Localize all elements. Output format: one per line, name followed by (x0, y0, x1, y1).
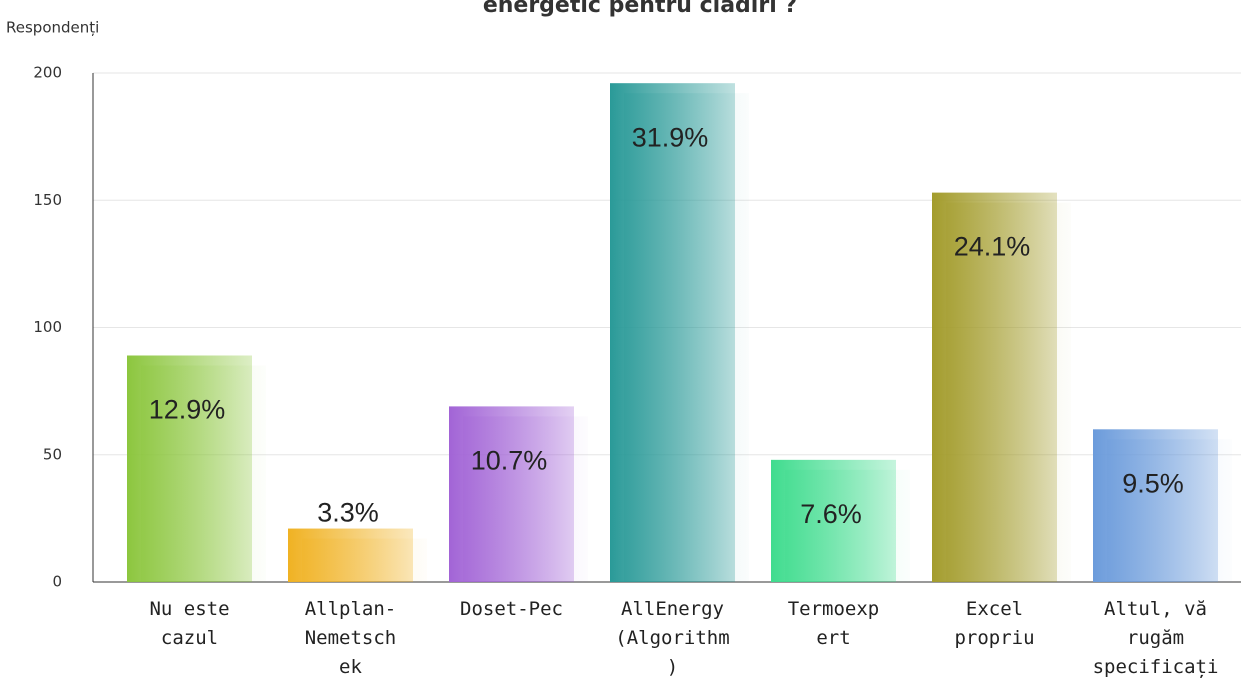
bar (771, 459, 896, 582)
data-label: 3.3% (317, 498, 379, 528)
x-tick-label-line: Doset-Pec (460, 598, 563, 620)
x-tick-label-line: specificați (1093, 656, 1219, 679)
bar (127, 355, 252, 582)
bar (288, 528, 413, 582)
x-tick-label: Nu este cazul (149, 598, 229, 649)
bar (610, 83, 735, 583)
y-tick-label: 100 (33, 318, 62, 336)
data-label: 31.9% (632, 122, 709, 152)
x-tick-label: Excel propriu (954, 598, 1034, 649)
data-label: 9.5% (1122, 468, 1184, 498)
x-tick-label-line: Nemetsch (305, 627, 397, 649)
x-tick-label: Altul, vă rugăm specificați (1093, 598, 1219, 679)
bar (449, 406, 574, 582)
x-tick-label-line: ek (339, 656, 362, 678)
x-tick-label-line: Excel (966, 598, 1023, 620)
chart-title: energetic pentru clădiri ? (483, 0, 797, 18)
y-tick-label: 150 (33, 191, 62, 209)
data-label: 24.1% (954, 232, 1031, 262)
x-tick-label-line: cazul (161, 627, 218, 649)
x-tick-label-line: ert (816, 627, 850, 649)
y-tick-label: 50 (43, 445, 62, 463)
x-tick-label: AllEnergy (Algorithm) (615, 598, 729, 678)
x-tick-label-line: ) (667, 656, 678, 678)
x-tick-label: Termoexp ert (788, 598, 880, 649)
y-tick-label: 200 (33, 64, 62, 82)
data-label: 12.9% (149, 395, 226, 425)
x-tick-label-line: Altul, vă (1104, 598, 1207, 620)
x-tick-label: Doset-Pec (460, 598, 563, 620)
data-label: 10.7% (471, 446, 548, 476)
x-tick-label-line: Nu este (149, 598, 229, 620)
y-tick-label: 0 (52, 573, 62, 591)
bar (932, 192, 1057, 583)
y-axis-label: Respondenți (6, 19, 99, 37)
x-tick-label-line: rugăm (1127, 627, 1184, 649)
x-tick-label-line: Termoexp (788, 598, 880, 620)
x-tick-label-line: Allplan- (305, 598, 397, 620)
x-tick-label-line: (Algorithm (615, 627, 729, 649)
x-tick-label-line: propriu (954, 627, 1034, 649)
x-tick-label: Allplan- Nemetsch ek (305, 598, 397, 678)
data-label: 7.6% (800, 499, 862, 529)
x-tick-label-line: AllEnergy (621, 598, 724, 620)
bar (1093, 429, 1218, 582)
